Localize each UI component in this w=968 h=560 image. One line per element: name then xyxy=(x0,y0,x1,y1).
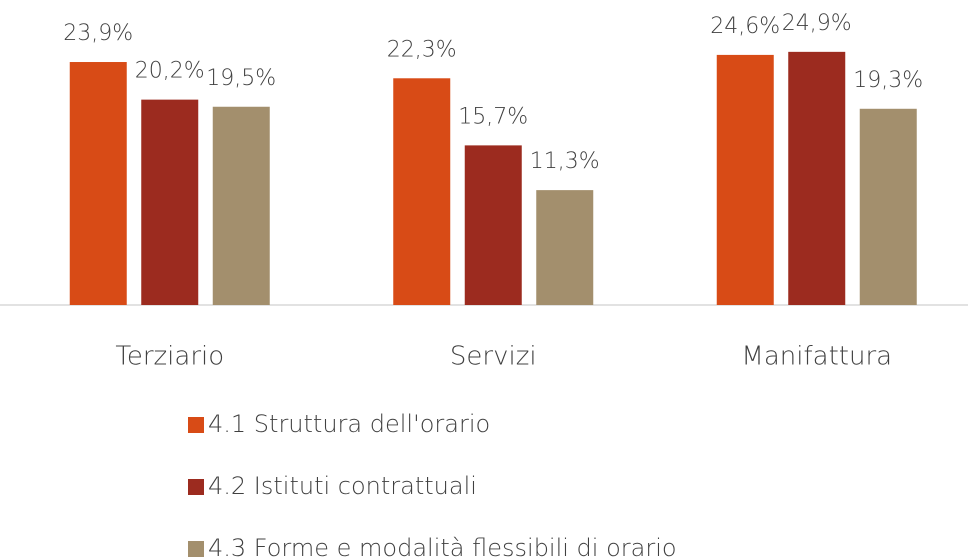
data-label: 22,3% xyxy=(387,37,457,62)
bar xyxy=(464,145,522,305)
legend-swatch xyxy=(188,479,204,495)
bar xyxy=(69,62,127,306)
legend-label: 4.3 Forme e modalità flessibili di orari… xyxy=(208,534,677,560)
data-label: 20,2% xyxy=(135,59,205,84)
legend-label: 4.1 Struttura dell'orario xyxy=(208,410,490,438)
legend-swatch xyxy=(188,417,204,433)
data-label: 19,3% xyxy=(853,68,923,93)
bar xyxy=(212,106,270,305)
data-label: 11,3% xyxy=(530,149,600,174)
bar xyxy=(859,108,917,306)
x-tick-label: Manifattura xyxy=(741,342,892,372)
legend-swatch xyxy=(188,541,204,557)
bar xyxy=(716,54,774,306)
bar xyxy=(393,78,451,306)
bar xyxy=(141,99,199,305)
data-label: 23,9% xyxy=(63,21,133,46)
legend-label: 4.2 Istituti contrattuali xyxy=(208,472,477,500)
data-label: 24,6% xyxy=(710,14,780,39)
x-tick-label: Terziario xyxy=(115,342,224,372)
data-label: 19,5% xyxy=(206,66,276,91)
bar xyxy=(536,190,594,305)
data-label: 15,7% xyxy=(458,104,528,129)
bar xyxy=(788,51,846,305)
x-tick-label: Servizi xyxy=(450,342,537,372)
data-label: 24,9% xyxy=(782,11,852,36)
